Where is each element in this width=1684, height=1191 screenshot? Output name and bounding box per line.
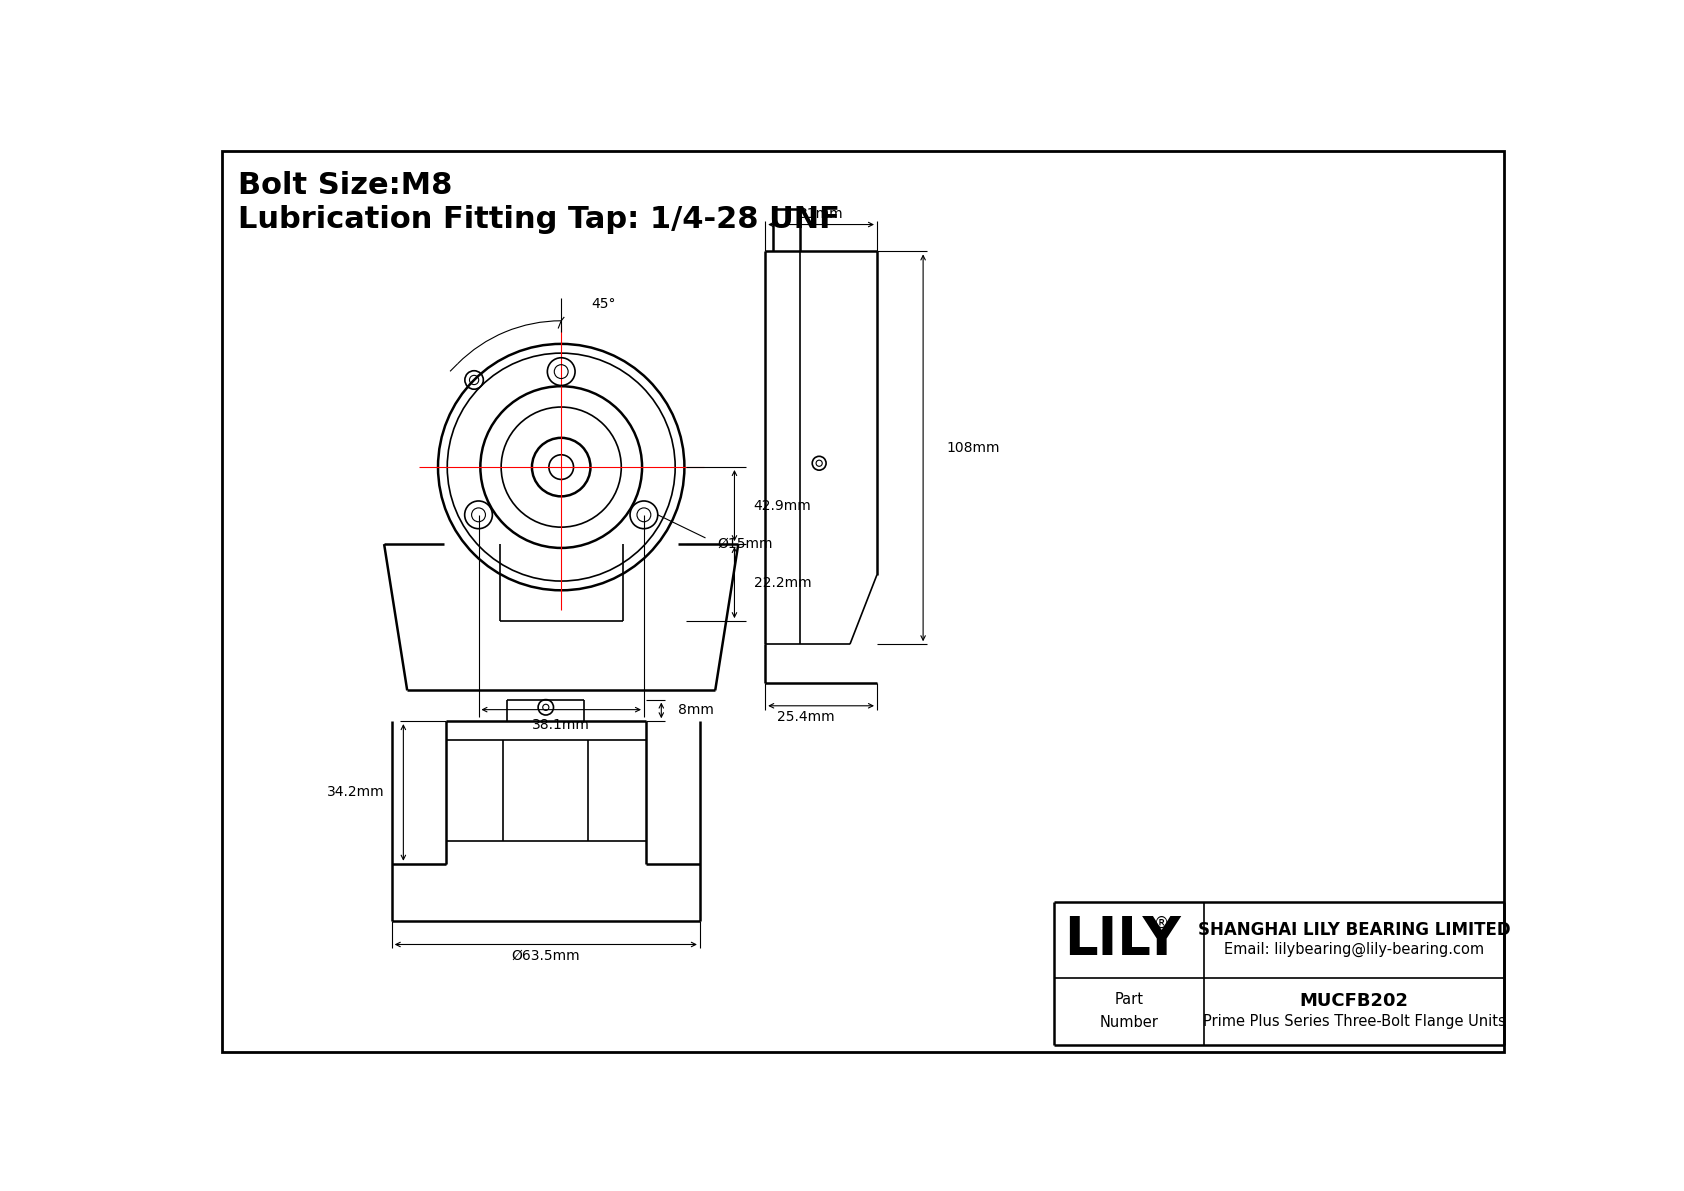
Text: 45°: 45° [591,297,616,311]
Text: 25.4mm: 25.4mm [776,710,835,724]
Text: Prime Plus Series Three-Bolt Flange Units: Prime Plus Series Three-Bolt Flange Unit… [1202,1014,1505,1029]
Text: SHANGHAI LILY BEARING LIMITED: SHANGHAI LILY BEARING LIMITED [1197,921,1511,939]
Text: ®: ® [1154,916,1169,930]
Text: Email: lilybearing@lily-bearing.com: Email: lilybearing@lily-bearing.com [1224,942,1484,958]
Text: 31mm: 31mm [798,207,844,220]
Text: Ø15mm: Ø15mm [717,537,773,551]
Text: 108mm: 108mm [946,441,1000,455]
Text: 42.9mm: 42.9mm [754,499,812,512]
Text: LILY: LILY [1064,913,1180,966]
Text: Part
Number: Part Number [1100,992,1159,1030]
Text: MUCFB202: MUCFB202 [1300,992,1408,1010]
Text: Bolt Size:M8: Bolt Size:M8 [237,170,453,200]
Text: 34.2mm: 34.2mm [327,785,384,799]
Text: Ø63.5mm: Ø63.5mm [512,949,579,964]
Text: 22.2mm: 22.2mm [754,575,812,590]
Text: 8mm: 8mm [679,704,714,717]
Text: Lubrication Fitting Tap: 1/4-28 UNF: Lubrication Fitting Tap: 1/4-28 UNF [237,205,840,235]
Text: 38.1mm: 38.1mm [532,718,589,732]
